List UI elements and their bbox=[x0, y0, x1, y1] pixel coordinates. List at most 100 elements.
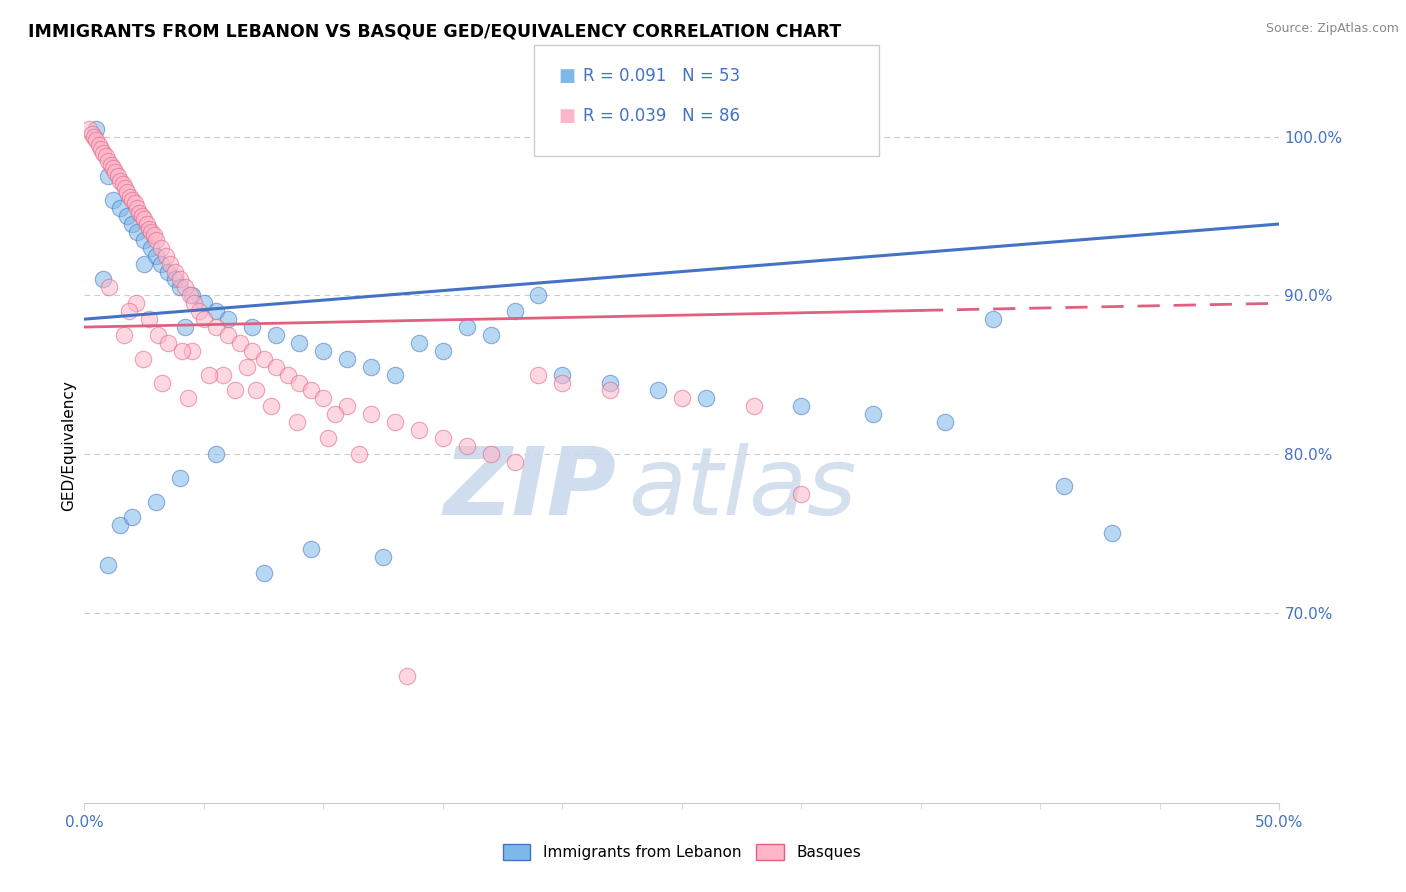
Point bbox=[408, 335, 430, 350]
Point bbox=[98, 280, 121, 294]
Point bbox=[93, 272, 115, 286]
Text: R = 0.091   N = 53: R = 0.091 N = 53 bbox=[583, 67, 741, 85]
Point bbox=[111, 178, 134, 192]
Point bbox=[121, 217, 143, 231]
Point bbox=[145, 249, 167, 263]
Point bbox=[551, 368, 574, 382]
Point bbox=[97, 153, 120, 168]
Point bbox=[360, 407, 382, 421]
Point bbox=[138, 221, 160, 235]
Point bbox=[77, 121, 100, 136]
Point bbox=[169, 280, 191, 294]
Point bbox=[100, 158, 122, 172]
Point bbox=[118, 190, 141, 204]
Point bbox=[456, 439, 478, 453]
Point bbox=[527, 288, 550, 302]
Point bbox=[132, 257, 156, 271]
Point bbox=[336, 351, 359, 366]
Point bbox=[197, 368, 219, 382]
Point bbox=[125, 201, 148, 215]
Point bbox=[193, 296, 215, 310]
Point bbox=[132, 233, 156, 247]
Point bbox=[790, 486, 813, 500]
Point bbox=[240, 343, 263, 358]
Point bbox=[165, 272, 187, 286]
Point bbox=[253, 566, 276, 580]
Point bbox=[934, 415, 956, 429]
Point bbox=[384, 368, 406, 382]
Point bbox=[1101, 526, 1123, 541]
Point bbox=[107, 169, 129, 184]
Point bbox=[145, 233, 167, 247]
Point bbox=[408, 423, 430, 437]
Text: IMMIGRANTS FROM LEBANON VS BASQUE GED/EQUIVALENCY CORRELATION CHART: IMMIGRANTS FROM LEBANON VS BASQUE GED/EQ… bbox=[28, 22, 841, 40]
Point bbox=[336, 400, 359, 414]
Point bbox=[110, 201, 132, 215]
Point bbox=[301, 542, 323, 557]
Point bbox=[212, 368, 235, 382]
Point bbox=[138, 312, 160, 326]
Point bbox=[695, 392, 717, 406]
Point bbox=[117, 304, 139, 318]
Point bbox=[117, 209, 139, 223]
Point bbox=[90, 143, 112, 157]
Point bbox=[149, 241, 172, 255]
Point bbox=[87, 137, 110, 152]
Legend: Immigrants from Lebanon, Basques: Immigrants from Lebanon, Basques bbox=[496, 838, 868, 866]
Point bbox=[349, 447, 371, 461]
Text: ZIP: ZIP bbox=[443, 442, 616, 535]
Point bbox=[131, 209, 153, 223]
Point bbox=[83, 129, 105, 144]
Point bbox=[188, 304, 211, 318]
Point bbox=[141, 241, 163, 255]
Point bbox=[112, 328, 135, 343]
Point bbox=[172, 343, 194, 358]
Point bbox=[245, 384, 267, 398]
Point bbox=[503, 455, 526, 469]
Point bbox=[173, 320, 195, 334]
Point bbox=[124, 196, 146, 211]
Y-axis label: GED/Equivalency: GED/Equivalency bbox=[60, 381, 76, 511]
Point bbox=[141, 225, 163, 239]
Point bbox=[110, 174, 132, 188]
Point bbox=[181, 343, 204, 358]
Point bbox=[125, 225, 148, 239]
Point bbox=[479, 328, 502, 343]
Point bbox=[128, 206, 150, 220]
Point bbox=[101, 161, 124, 176]
Point bbox=[150, 376, 173, 390]
Point bbox=[155, 249, 177, 263]
Point bbox=[159, 257, 181, 271]
Point bbox=[149, 257, 172, 271]
Point bbox=[742, 400, 765, 414]
Point bbox=[288, 376, 311, 390]
Point bbox=[179, 288, 201, 302]
Point bbox=[117, 186, 139, 200]
Point bbox=[503, 304, 526, 318]
Point bbox=[86, 133, 108, 147]
Point bbox=[217, 328, 239, 343]
Point bbox=[193, 312, 215, 326]
Point bbox=[312, 343, 335, 358]
Point bbox=[360, 359, 382, 374]
Text: Source: ZipAtlas.com: Source: ZipAtlas.com bbox=[1265, 22, 1399, 36]
Point bbox=[396, 669, 419, 683]
Point bbox=[316, 431, 339, 445]
Point bbox=[181, 288, 204, 302]
Point bbox=[264, 359, 287, 374]
Point bbox=[224, 384, 246, 398]
Point bbox=[325, 407, 347, 421]
Text: ■: ■ bbox=[558, 67, 575, 85]
Point bbox=[551, 376, 574, 390]
Point bbox=[599, 384, 621, 398]
Point bbox=[217, 312, 239, 326]
Point bbox=[260, 400, 283, 414]
Point bbox=[101, 193, 124, 207]
Point bbox=[157, 264, 180, 278]
Point bbox=[121, 510, 143, 524]
Point bbox=[527, 368, 550, 382]
Point bbox=[148, 328, 170, 343]
Point bbox=[97, 558, 120, 572]
Point bbox=[169, 471, 191, 485]
Point bbox=[862, 407, 884, 421]
